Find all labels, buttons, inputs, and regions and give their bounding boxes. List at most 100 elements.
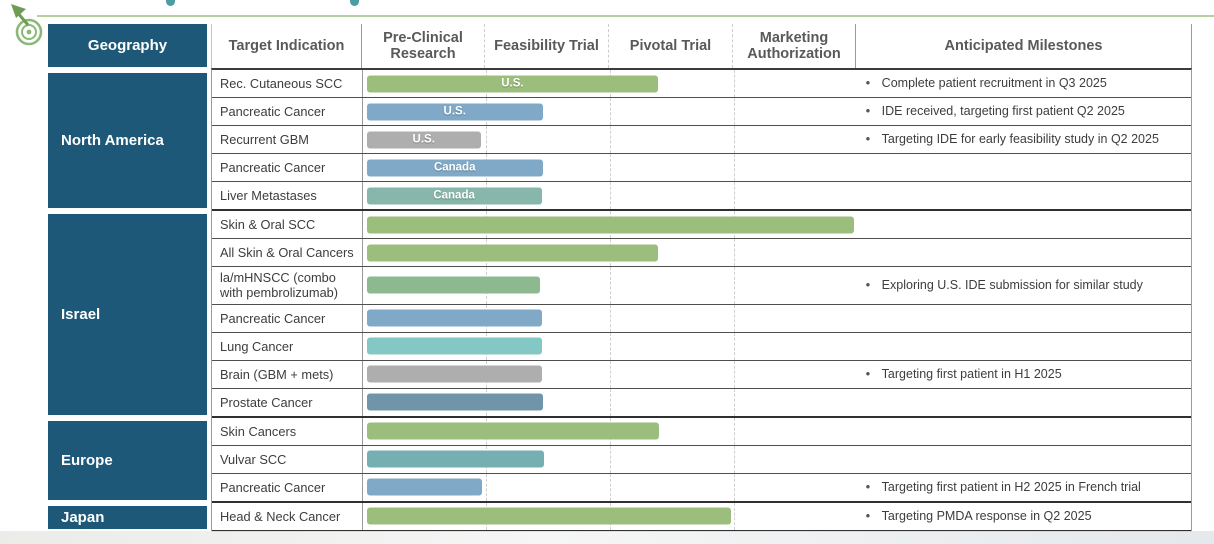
indication-cell: All Skin & Oral Cancers [212, 239, 363, 266]
phase-divider-line [485, 126, 487, 153]
phase-progress-bar [366, 365, 542, 383]
phase-divider-line [733, 417, 735, 445]
milestone-cell [856, 446, 1191, 473]
milestone-cell: • Targeting first patient in H1 2025 [856, 361, 1191, 388]
phase-divider-line [485, 473, 487, 501]
phase-divider-line [733, 70, 735, 97]
table-row: la/mHNSCC (combo with pembrolizumab) • E… [212, 267, 1191, 305]
indication-cell: Prostate Cancer [212, 388, 363, 416]
phase-track [363, 239, 856, 266]
milestone-cell [856, 389, 1191, 416]
milestone-text: IDE received, targeting first patient Q2… [881, 104, 1125, 119]
table-row: Skin Cancers [212, 417, 1191, 446]
indication-cell: Pancreatic Cancer [212, 473, 363, 501]
indication-cell: Lung Cancer [212, 332, 363, 360]
phase-divider-line [733, 182, 735, 209]
indication-label: Liver Metastases [220, 187, 317, 203]
bar-region-label: U.S. [501, 77, 524, 90]
table-row: Head & Neck Cancer • Targeting PMDA resp… [212, 502, 1191, 532]
phase-divider-line [609, 267, 611, 304]
milestone-cell [856, 418, 1191, 445]
table-row: Pancreatic Cancer U.S. • IDE received, t… [212, 98, 1191, 126]
phase-divider-line [609, 473, 611, 501]
milestone-cell: • Targeting first patient in H2 2025 in … [856, 474, 1191, 501]
phase-progress-bar: Canada [366, 159, 543, 176]
indication-cell: Vulvar SCC [212, 445, 363, 473]
phase-progress-bar [366, 216, 855, 233]
table-row: All Skin & Oral Cancers [212, 239, 1191, 267]
table-header-row: Geography Target Indication Pre-Clinical… [48, 24, 1192, 68]
milestone-bullet: • [865, 276, 871, 292]
table-row: Rec. Cutaneous SCC U.S. • Complete patie… [212, 70, 1191, 98]
bar-region-label: Canada [433, 161, 476, 174]
table-row: Liver Metastases Canada [212, 182, 1191, 211]
phase-progress-bar: Canada [366, 187, 542, 204]
phase-track [363, 502, 856, 530]
header-geography: Geography [48, 24, 207, 67]
milestone-bullet: • [865, 478, 871, 494]
milestone-text: Targeting PMDA response in Q2 2025 [881, 509, 1092, 523]
phase-divider-line [609, 154, 611, 181]
phase-divider-line [733, 502, 735, 530]
table-row: Pancreatic Cancer • Targeting first pati… [212, 473, 1191, 503]
indication-label: Pancreatic Cancer [220, 310, 326, 326]
table-row: Recurrent GBM U.S. • Targeting IDE for e… [212, 126, 1191, 154]
phase-progress-bar [366, 450, 544, 468]
cropped-title-artifact [350, 0, 359, 6]
milestone-cell [856, 239, 1191, 266]
table-row: Prostate Cancer [212, 388, 1191, 418]
phase-track [363, 267, 856, 304]
phase-divider-line [609, 360, 611, 388]
phase-track [363, 360, 856, 388]
indication-label: Recurrent GBM [220, 131, 309, 147]
phase-progress-bar [366, 422, 660, 440]
phase-progress-bar: U.S. [366, 75, 659, 92]
header-anticipated-milestones: Anticipated Milestones [856, 24, 1192, 68]
indication-label: Pancreatic Cancer [220, 103, 326, 119]
phase-track [363, 445, 856, 473]
indication-label: All Skin & Oral Cancers [220, 244, 354, 260]
phase-progress-bar [366, 276, 541, 294]
phase-divider-line [733, 332, 735, 360]
phase-progress-bar [366, 309, 542, 327]
phase-divider-line [733, 154, 735, 181]
indication-label: Pancreatic Cancer [220, 479, 326, 495]
phase-track [363, 211, 856, 238]
phase-track: U.S. [363, 126, 856, 153]
table-row: Vulvar SCC [212, 445, 1191, 474]
indication-cell: Pancreatic Cancer [212, 154, 363, 181]
table-row: Lung Cancer [212, 332, 1191, 361]
milestone-cell [856, 211, 1191, 238]
indication-cell: Skin Cancers [212, 417, 363, 445]
milestone-bullet: • [865, 365, 871, 381]
indication-cell: Skin & Oral SCC [212, 211, 363, 238]
indication-cell: Pancreatic Cancer [212, 304, 363, 332]
geography-group-cell: Israel [48, 214, 207, 415]
phase-progress-bar: U.S. [366, 103, 543, 120]
header-target-indication: Target Indication [211, 24, 362, 68]
indication-cell: la/mHNSCC (combo with pembrolizumab) [212, 267, 363, 304]
geography-group-cell: Japan [48, 506, 207, 529]
phase-divider-line [609, 388, 611, 416]
indication-label: la/mHNSCC (combo with pembrolizumab) [220, 270, 339, 301]
phase-divider-line [733, 304, 735, 332]
geography-group-cell: Europe [48, 421, 207, 500]
indication-cell: Head & Neck Cancer [212, 502, 363, 530]
phase-progress-bar [366, 337, 542, 355]
milestone-cell: • Complete patient recruitment in Q3 202… [856, 70, 1191, 97]
phase-progress-bar: U.S. [366, 131, 481, 148]
phase-divider-line [733, 360, 735, 388]
phase-track [363, 304, 856, 332]
indication-cell: Brain (GBM + mets) [212, 360, 363, 388]
milestone-cell [856, 333, 1191, 360]
phase-progress-bar [366, 393, 543, 411]
phase-track [363, 388, 856, 416]
phase-track: Canada [363, 182, 856, 209]
indication-label: Skin Cancers [220, 423, 297, 439]
background-strip [0, 531, 1214, 544]
phase-track: Canada [363, 154, 856, 181]
table-row: Brain (GBM + mets) • Targeting first pat… [212, 360, 1191, 389]
indication-cell: Pancreatic Cancer [212, 98, 363, 125]
phase-divider-line [733, 98, 735, 125]
